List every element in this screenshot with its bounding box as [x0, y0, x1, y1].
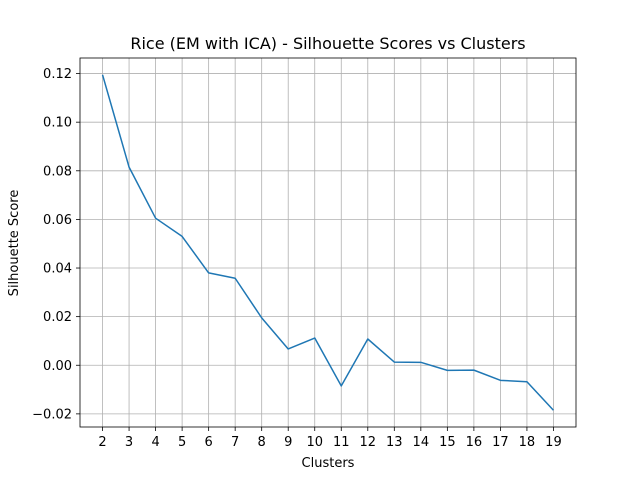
x-tick-label: 6 — [205, 435, 213, 450]
x-tick-label: 8 — [258, 435, 266, 450]
x-tick-label: 3 — [125, 435, 133, 450]
x-tick-label: 12 — [360, 435, 377, 450]
x-tick-label: 18 — [519, 435, 536, 450]
y-tick-label: 0.12 — [43, 67, 72, 82]
y-tick-label: 0.08 — [43, 164, 72, 179]
x-tick-label: 17 — [492, 435, 509, 450]
y-tick-label: 0.06 — [43, 213, 72, 228]
x-tick-label: 16 — [466, 435, 483, 450]
y-tick-label: −0.02 — [32, 407, 72, 422]
x-tick-label: 10 — [306, 435, 323, 450]
series-layer — [103, 75, 554, 410]
x-tick-label: 19 — [545, 435, 562, 450]
y-axis-label: Silhouette Score — [7, 190, 22, 297]
grid-layer — [80, 58, 576, 427]
chart-title: Rice (EM with ICA) - Silhouette Scores v… — [130, 34, 525, 53]
y-tick-label: 0.00 — [43, 359, 72, 374]
y-tick-label: 0.10 — [43, 116, 72, 131]
x-tick-label: 14 — [413, 435, 430, 450]
ticks-layer: 2 3 4 5 6 7 8 9 10 11 12 13 14 15 16 17 18 19 −0.02 0.00 0.0… — [32, 67, 562, 450]
x-tick-label: 11 — [333, 435, 350, 450]
x-tick-label: 5 — [178, 435, 186, 450]
y-tick-label: 0.02 — [43, 310, 72, 325]
x-tick-label: 7 — [231, 435, 239, 450]
x-tick-label: 4 — [151, 435, 159, 450]
plot-frame — [80, 58, 576, 427]
x-tick-label: 15 — [439, 435, 456, 450]
x-tick-label: 9 — [284, 435, 292, 450]
y-tick-label: 0.04 — [43, 262, 72, 277]
x-axis-label: Clusters — [302, 456, 355, 471]
x-tick-label: 13 — [386, 435, 403, 450]
axes-layer — [80, 58, 576, 427]
x-tick-label: 2 — [98, 435, 106, 450]
series-line — [103, 75, 554, 410]
